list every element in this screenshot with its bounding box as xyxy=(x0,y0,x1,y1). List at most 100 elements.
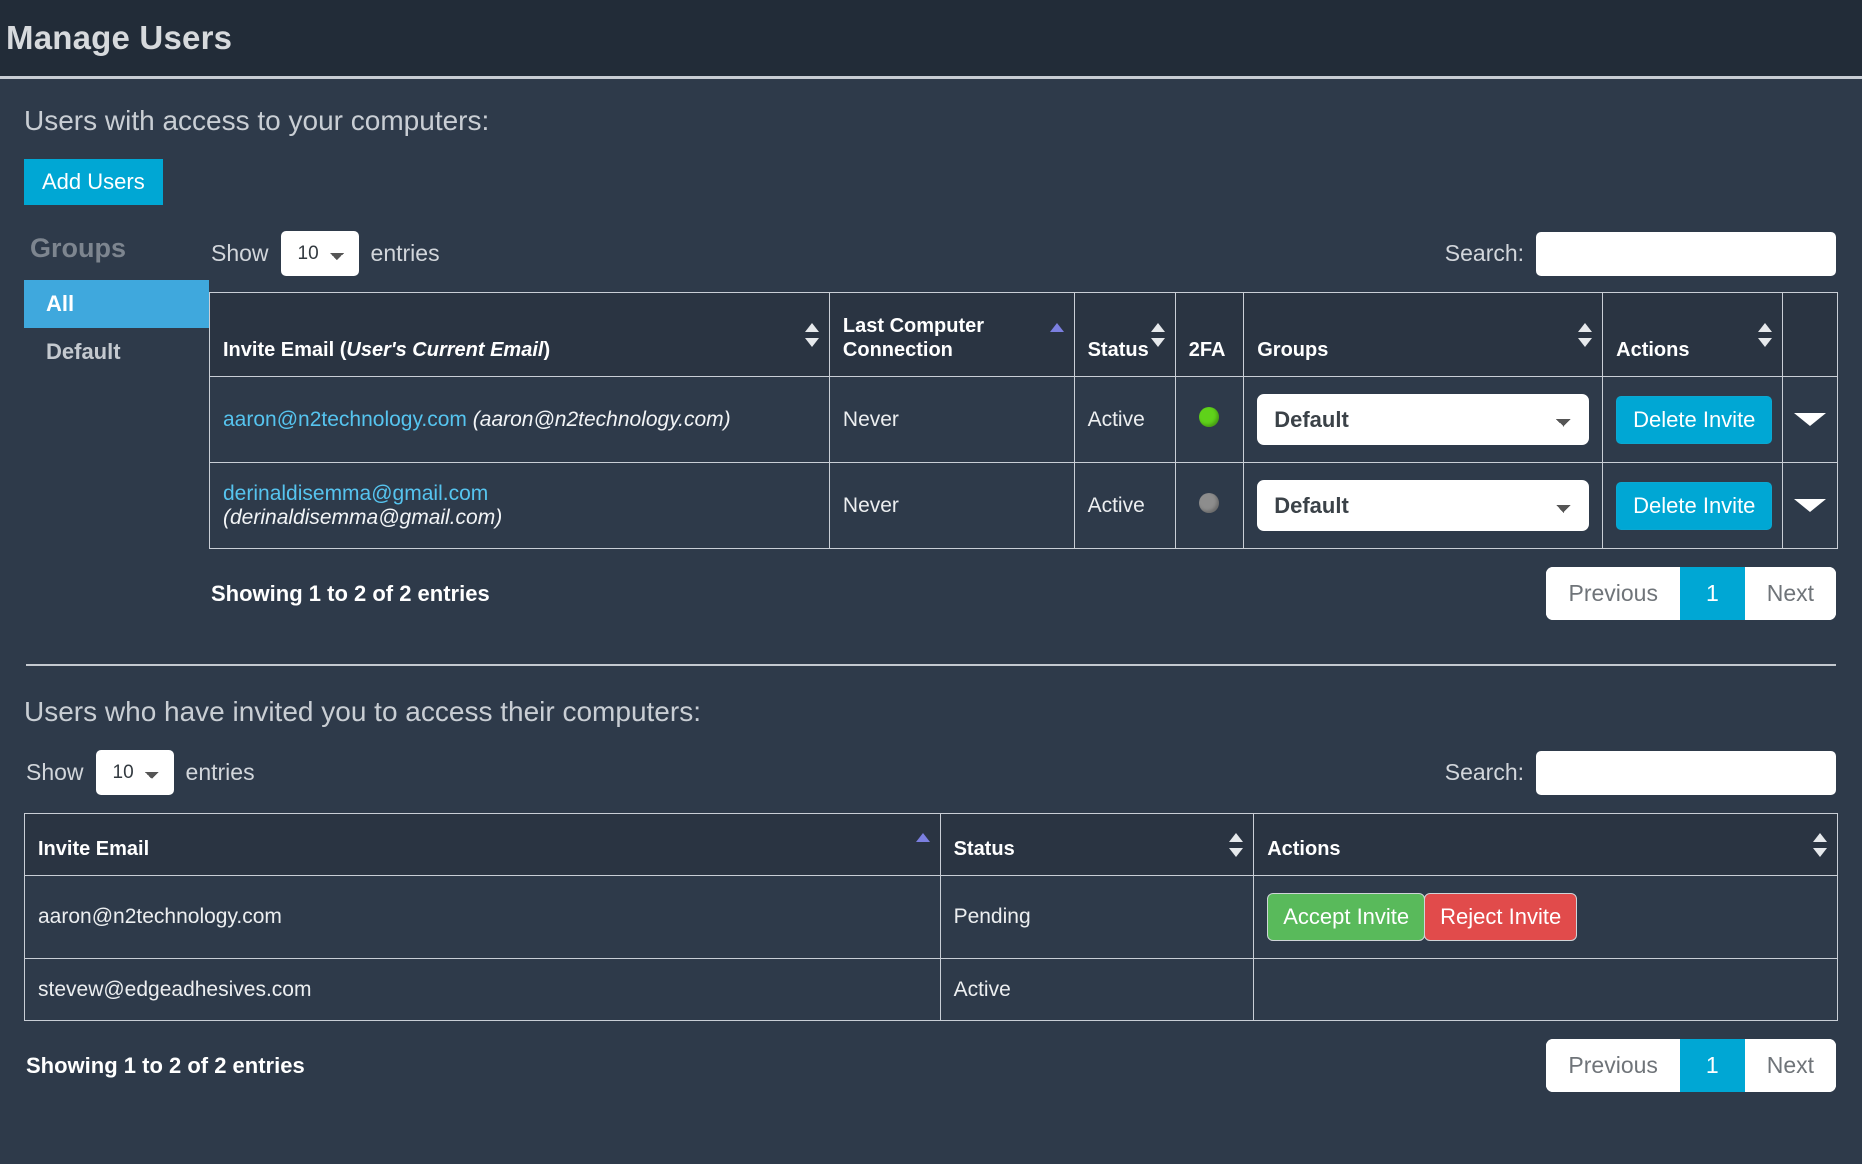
table2-length-control: Show 10 entries xyxy=(26,750,255,796)
section-users-with-access: Users with access to your computers: Add… xyxy=(24,105,1839,621)
cell-status-2: Active xyxy=(940,958,1255,1021)
previous-page-button[interactable]: Previous xyxy=(1546,1039,1680,1093)
groups-title: Groups xyxy=(30,233,127,264)
previous-page-button[interactable]: Previous xyxy=(1546,567,1680,621)
table2-header-row: Invite Email Status Actions xyxy=(24,813,1838,877)
next-page-button[interactable]: Next xyxy=(1744,567,1837,621)
cell-status: Active xyxy=(1074,376,1176,464)
search-label: Search: xyxy=(1444,759,1524,786)
invite-email-link[interactable]: aaron@n2technology.com xyxy=(223,407,467,431)
sort-icon-invite-email[interactable] xyxy=(804,322,819,348)
table1-pagination: Previous 1 Next xyxy=(1546,567,1837,621)
col-last-connection[interactable]: Last Computer Connection xyxy=(829,292,1075,378)
current-email-text: (aaron@n2technology.com) xyxy=(472,407,731,431)
col-invite-email-tail: ) xyxy=(543,338,551,361)
cell-expand xyxy=(1782,462,1838,549)
main-panel: Users with access to your computers: Add… xyxy=(0,79,1862,1164)
col-actions[interactable]: Actions xyxy=(1602,292,1783,378)
cell-status-2: Pending xyxy=(940,875,1255,960)
table1-info: Showing 1 to 2 of 2 entries xyxy=(211,580,490,606)
search-input-2[interactable] xyxy=(1536,750,1836,795)
col-actions-label: Actions xyxy=(1616,338,1690,361)
col-invite-email-2-label: Invite Email xyxy=(38,837,150,860)
users-table-wrapper: Show 10 entries Search: xyxy=(209,231,1839,621)
accept-invite-button[interactable]: Accept Invite xyxy=(1267,893,1426,942)
sort-icon-invite-email-2[interactable] xyxy=(915,832,930,858)
add-users-button[interactable]: Add Users xyxy=(24,159,163,206)
caret-down-icon[interactable] xyxy=(1793,413,1826,427)
sort-icon-groups[interactable] xyxy=(1578,322,1593,348)
col-invite-email-label: Invite Email ( xyxy=(223,338,347,361)
page-title: Manage Users xyxy=(6,19,233,56)
group-item-default[interactable]: Default xyxy=(46,339,121,365)
header-divider xyxy=(0,76,1862,79)
col-actions-2-label: Actions xyxy=(1267,837,1341,860)
sort-icon-status[interactable] xyxy=(1150,322,1165,348)
page-1-button[interactable]: 1 xyxy=(1679,1039,1745,1093)
cell-actions: Delete Invite xyxy=(1602,462,1783,549)
invite-email-link[interactable]: derinaldisemma@gmail.com xyxy=(223,481,489,505)
section-users-who-invited-you: Users who have invited you to access the… xyxy=(24,696,1838,1093)
table2-pagination: Previous 1 Next xyxy=(1546,1039,1836,1093)
sort-icon-last-connection[interactable] xyxy=(1049,322,1064,348)
cell-actions: Delete Invite xyxy=(1602,376,1783,464)
cell-2fa xyxy=(1175,462,1245,549)
reject-invite-button[interactable]: Reject Invite xyxy=(1424,893,1578,942)
caret-down-icon[interactable] xyxy=(1793,499,1826,513)
col-status[interactable]: Status xyxy=(1074,292,1176,378)
cell-expand xyxy=(1782,376,1838,464)
cell-last-connection: Never xyxy=(829,376,1075,464)
search-label: Search: xyxy=(1444,240,1525,267)
col-groups-label: Groups xyxy=(1257,338,1329,361)
invitations-table: Invite Email Status Actions xyxy=(24,813,1838,1022)
show-label: Show xyxy=(211,240,269,267)
users-with-access-table: Invite Email (User's Current Email) Last… xyxy=(209,292,1839,550)
entries-label: entries xyxy=(370,240,440,267)
table2-footer: Showing 1 to 2 of 2 entries Previous 1 N… xyxy=(24,1039,1838,1093)
table1-footer: Showing 1 to 2 of 2 entries Previous 1 N… xyxy=(209,567,1838,621)
next-page-button[interactable]: Next xyxy=(1744,1039,1836,1093)
col-last-connection-label: Last Computer Connection xyxy=(842,315,985,361)
sort-icon-status-2[interactable] xyxy=(1229,832,1244,858)
cell-status: Active xyxy=(1074,462,1176,549)
group-item-all[interactable]: All xyxy=(24,280,209,329)
table-row: aaron@n2technology.com (aaron@n2technolo… xyxy=(209,376,1838,464)
page-length-select-1[interactable]: 10 xyxy=(280,231,359,277)
cell-actions-2 xyxy=(1253,958,1838,1021)
table-row: aaron@n2technology.com Pending Accept In… xyxy=(24,875,1838,960)
col-status-2-label: Status xyxy=(953,837,1015,860)
section1-heading: Users with access to your computers: xyxy=(24,105,490,136)
col-expand xyxy=(1782,292,1838,378)
delete-invite-button[interactable]: Delete Invite xyxy=(1616,395,1773,444)
cell-last-connection: Never xyxy=(829,462,1075,549)
group-select-row-2[interactable]: Default xyxy=(1257,480,1590,532)
delete-invite-button[interactable]: Delete Invite xyxy=(1616,481,1773,530)
sort-icon-actions-2[interactable] xyxy=(1813,832,1827,858)
table2-info: Showing 1 to 2 of 2 entries xyxy=(26,1052,305,1078)
col-2fa[interactable]: 2FA xyxy=(1175,292,1245,378)
cell-invite-email: derinaldisemma@gmail.com (derinaldisemma… xyxy=(209,462,830,549)
table1-length-control: Show 10 entries xyxy=(211,231,440,277)
table2-controls: Show 10 entries Search: xyxy=(24,750,1838,796)
twofa-status-gray-icon xyxy=(1199,492,1220,513)
table2-search-control: Search: xyxy=(1444,750,1836,795)
current-email-text: (derinaldisemma@gmail.com) xyxy=(223,505,503,529)
page-1-button[interactable]: 1 xyxy=(1679,567,1745,621)
table1-search-control: Search: xyxy=(1444,231,1837,276)
page-length-select-2[interactable]: 10 xyxy=(95,750,174,796)
col-status-label: Status xyxy=(1087,338,1149,361)
sort-icon-actions[interactable] xyxy=(1757,322,1772,348)
table-row: stevew@edgeadhesives.com Active xyxy=(24,958,1838,1021)
table-row: derinaldisemma@gmail.com (derinaldisemma… xyxy=(209,462,1838,549)
col-actions-2[interactable]: Actions xyxy=(1253,813,1838,877)
group-select-row-1[interactable]: Default xyxy=(1257,394,1590,446)
col-invite-email-2[interactable]: Invite Email xyxy=(24,813,941,877)
twofa-status-green-icon xyxy=(1199,406,1220,427)
cell-invite-email-2: stevew@edgeadhesives.com xyxy=(24,958,941,1021)
col-status-2[interactable]: Status xyxy=(940,813,1255,877)
col-invite-email[interactable]: Invite Email (User's Current Email) xyxy=(209,292,830,378)
col-2fa-label: 2FA xyxy=(1188,338,1226,361)
col-groups[interactable]: Groups xyxy=(1243,292,1604,378)
search-input-1[interactable] xyxy=(1536,231,1837,276)
